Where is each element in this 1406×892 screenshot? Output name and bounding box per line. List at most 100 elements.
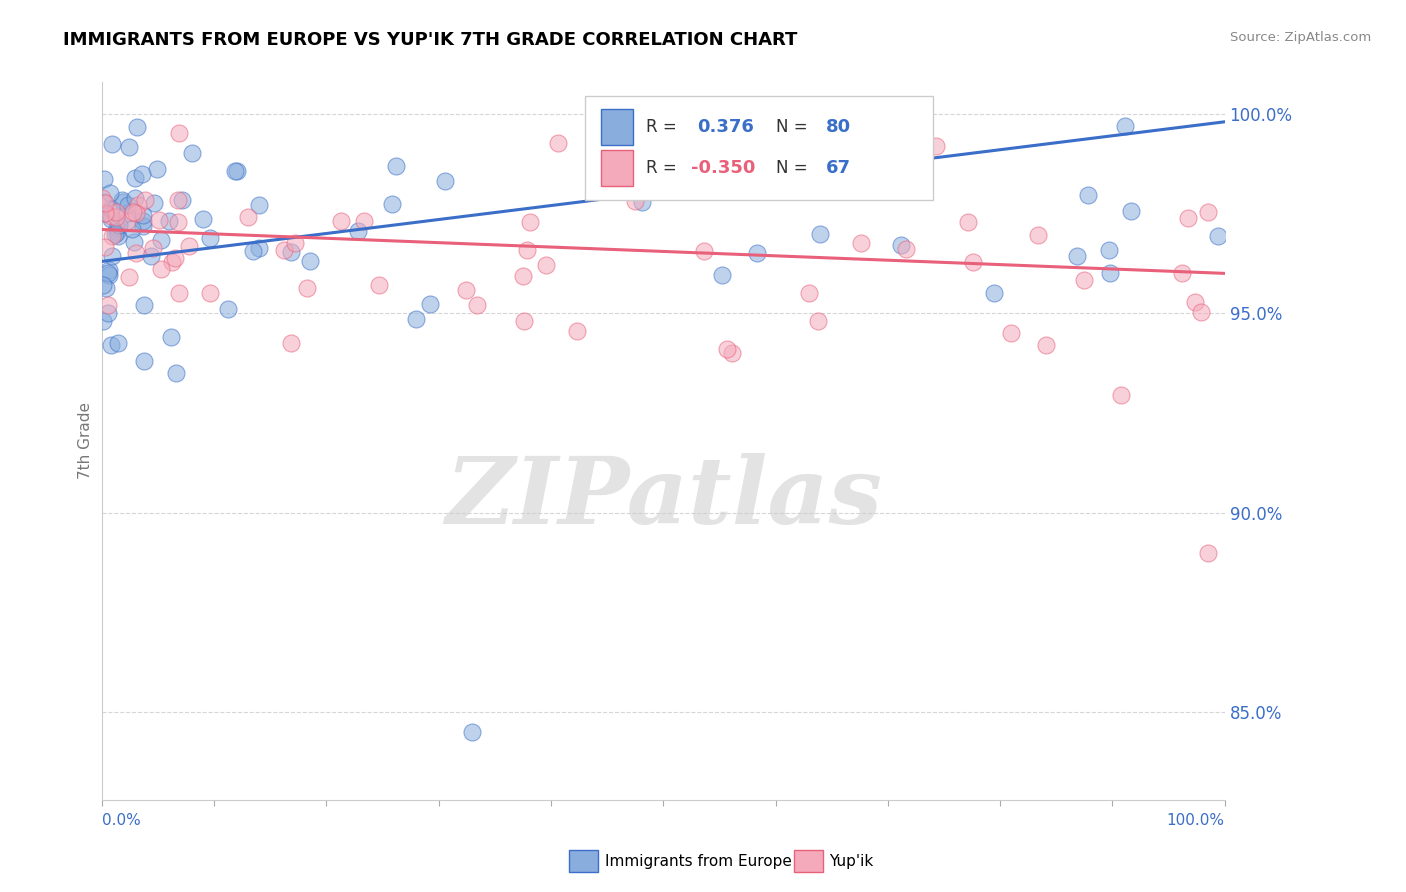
Point [461, 725, 484, 739]
Point [191, 211, 214, 226]
Text: Source: ZipAtlas.com: Source: ZipAtlas.com [1230, 31, 1371, 45]
Text: 0.0%: 0.0% [101, 813, 141, 828]
Point [962, 255, 984, 269]
Point [808, 227, 831, 241]
Point [98, 263, 121, 277]
Point [516, 244, 538, 258]
Point [111, 194, 134, 209]
Point [177, 239, 200, 253]
Point [797, 286, 820, 301]
Text: N =: N = [776, 118, 807, 136]
Point [454, 284, 477, 298]
Point [1177, 211, 1199, 226]
Point [132, 214, 155, 228]
Point [118, 140, 141, 154]
Point [127, 120, 149, 135]
Point [148, 213, 170, 227]
Point [198, 230, 221, 244]
Text: R =: R = [647, 159, 682, 178]
Point [91, 278, 114, 293]
Point [957, 215, 980, 229]
Point [127, 198, 149, 212]
Point [100, 249, 122, 263]
Point [536, 258, 558, 272]
Point [134, 298, 156, 312]
Point [1035, 338, 1057, 352]
Point [93, 194, 115, 209]
Point [623, 194, 645, 209]
Text: 0.376: 0.376 [697, 118, 754, 136]
Point [329, 213, 352, 227]
Text: R =: R = [647, 118, 682, 136]
Point [98, 186, 121, 200]
Point [181, 145, 204, 160]
Point [247, 241, 270, 255]
Point [107, 335, 129, 350]
Point [94, 240, 117, 254]
Point [122, 235, 145, 249]
Point [125, 206, 148, 220]
Bar [602, 150, 633, 186]
Point [93, 171, 115, 186]
Point [226, 164, 249, 178]
Text: IMMIGRANTS FROM EUROPE VS YUP'IK 7TH GRADE CORRELATION CHART: IMMIGRANTS FROM EUROPE VS YUP'IK 7TH GRA… [63, 31, 797, 49]
Point [1114, 119, 1136, 133]
Point [134, 193, 156, 207]
Point [716, 342, 738, 356]
Point [512, 268, 534, 283]
Point [720, 346, 742, 360]
Point [165, 366, 187, 380]
Point [124, 191, 146, 205]
Bar [602, 109, 633, 145]
Point [107, 219, 129, 233]
Point [124, 171, 146, 186]
Point [101, 136, 124, 151]
Point [142, 196, 165, 211]
Point [238, 210, 260, 224]
Point [1206, 229, 1229, 244]
Text: Yup'ik: Yup'ik [830, 855, 873, 869]
Point [247, 198, 270, 212]
Text: -0.350: -0.350 [692, 159, 755, 178]
Point [107, 229, 129, 244]
Y-axis label: 7th Grade: 7th Grade [79, 402, 93, 479]
Point [105, 205, 128, 219]
Point [779, 183, 801, 197]
Point [519, 215, 541, 229]
Point [100, 338, 122, 352]
Point [98, 268, 121, 282]
Point [465, 298, 488, 312]
Point [91, 314, 114, 328]
Point [353, 214, 375, 228]
Point [104, 210, 127, 224]
Point [170, 193, 193, 207]
Point [104, 227, 127, 241]
Point [97, 298, 120, 312]
Point [565, 324, 588, 338]
Point [711, 268, 734, 283]
Point [280, 335, 302, 350]
Point [381, 197, 404, 211]
Text: 100.0%: 100.0% [1167, 813, 1225, 828]
Point [1109, 387, 1132, 401]
Point [896, 242, 918, 256]
Point [100, 212, 122, 227]
Point [385, 159, 408, 173]
Point [132, 354, 155, 368]
Point [100, 202, 122, 216]
Text: N =: N = [776, 159, 807, 178]
Point [1098, 266, 1121, 280]
Point [1197, 204, 1219, 219]
Point [405, 312, 427, 326]
Point [118, 270, 141, 285]
Point [117, 198, 139, 212]
Point [101, 229, 124, 244]
Point [513, 314, 536, 328]
Text: 67: 67 [827, 159, 851, 178]
Point [96, 280, 118, 294]
Point [807, 314, 830, 328]
Point [673, 99, 696, 113]
Point [105, 225, 128, 239]
Point [851, 236, 873, 251]
Point [167, 215, 190, 229]
